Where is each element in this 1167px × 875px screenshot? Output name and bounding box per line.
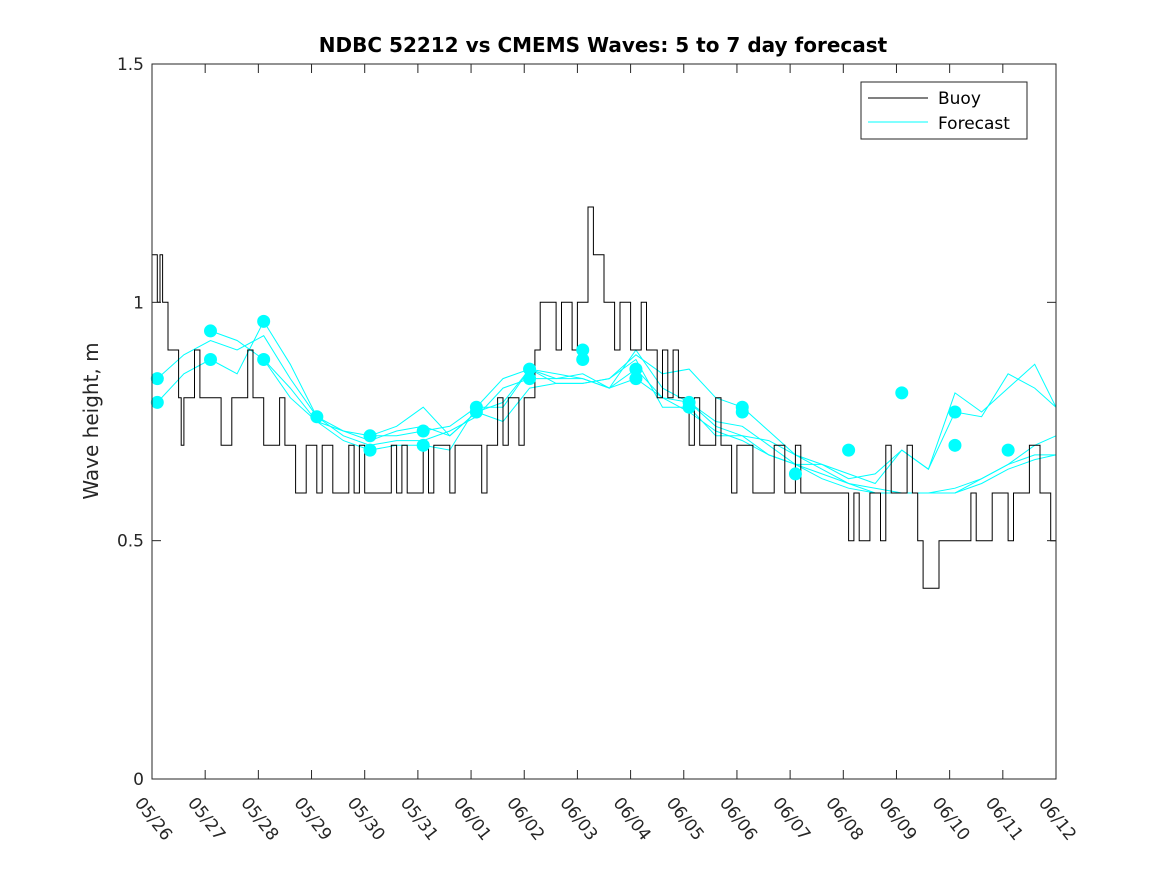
x-tick-label: 05/28 [236,794,282,845]
forecast-marker [257,353,271,367]
forecast-marker [895,386,909,400]
axes-box [151,63,1057,780]
x-tick-label: 05/29 [290,794,336,845]
buoy-line [152,206,1056,589]
forecast-marker [257,314,271,328]
legend: Buoy Forecast [860,81,1028,140]
forecast-marker [629,362,643,376]
x-tick-label: 06/11 [981,794,1027,845]
x-tick-label: 06/06 [715,794,761,845]
forecast-line [210,330,1057,494]
forecast-marker [416,424,430,438]
x-tick-label: 06/07 [768,794,814,845]
forecast-marker [469,405,483,419]
x-tick-label: 06/03 [555,794,601,845]
chart-title: NDBC 52212 vs CMEMS Waves: 5 to 7 day fo… [319,33,888,57]
forecast-marker [788,467,802,481]
legend-box [860,81,1028,140]
forecast-marker [363,443,377,457]
y-axis-label: Wave height, m [79,342,103,499]
x-tick-label: 05/27 [183,794,229,845]
forecast-marker [416,438,430,452]
x-tick-label: 05/30 [343,794,389,845]
forecast-marker [203,324,217,338]
x-tick-label: 06/08 [821,794,867,845]
plot-area [150,206,1057,589]
x-ticks: 05/26 05/27 05/28 05/29 05/30 05/31 06/01 06/02… [130,64,1080,845]
forecast-marker [1001,443,1015,457]
forecast-marker [150,395,164,409]
forecast-marker [150,372,164,386]
legend-forecast-label: Forecast [938,114,1010,134]
forecast-line [156,335,1057,494]
forecast-marker [576,353,590,367]
forecast-marker [523,372,537,386]
forecast-marker [363,429,377,443]
forecast-marker [629,372,643,386]
forecast-line [263,349,1057,480]
forecast-marker [735,405,749,419]
forecast-marker [576,343,590,357]
x-tick-label: 05/26 [130,794,176,845]
forecast-marker [842,443,856,457]
x-tick-label: 06/02 [502,794,548,845]
forecast-marker [682,400,696,414]
forecast-marker [310,410,324,424]
x-tick-label: 06/10 [928,794,974,845]
y-tick-label: 0.5 [117,532,144,552]
x-tick-label: 06/09 [875,794,921,845]
legend-buoy-label: Buoy [938,89,981,109]
x-tick-label: 05/31 [396,794,442,845]
forecast-marker [948,438,962,452]
forecast-marker [948,405,962,419]
x-tick-label: 06/04 [609,794,655,845]
y-tick-label: 1 [133,293,144,313]
forecast-marker [523,362,537,376]
forecast-line [156,320,1056,494]
forecast-marker [203,353,217,367]
y-tick-label: 1.5 [117,55,144,75]
y-ticks: 0 0.5 1 1.5 [117,55,1056,790]
y-tick-label: 0 [133,770,144,790]
x-tick-label: 06/05 [662,794,708,845]
x-tick-label: 06/01 [449,794,495,845]
x-tick-label: 06/12 [1034,794,1080,845]
